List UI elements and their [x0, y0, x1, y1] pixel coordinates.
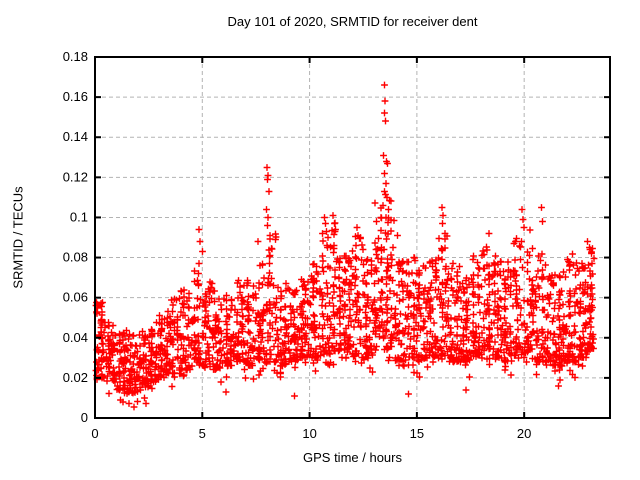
y-tick-label: 0.04: [63, 330, 88, 345]
x-tick-label: 10: [302, 426, 316, 441]
y-tick-label: 0.06: [63, 290, 88, 305]
y-tick-label: 0.18: [63, 49, 88, 64]
x-tick-label: 0: [91, 426, 98, 441]
scatter-points: [92, 81, 598, 411]
y-tick-label: 0.16: [63, 89, 88, 104]
x-tick-label: 5: [199, 426, 206, 441]
x-axis-label: GPS time / hours: [303, 450, 402, 465]
x-tick-label: 20: [517, 426, 531, 441]
y-tick-label: 0.14: [63, 129, 88, 144]
y-tick-label: 0.08: [63, 250, 88, 265]
y-tick-label: 0.1: [70, 209, 88, 224]
x-tick-label: 15: [410, 426, 424, 441]
y-tick-label: 0: [81, 410, 88, 425]
plot-frame: [94, 56, 611, 419]
y-tick-label: 0.12: [63, 169, 88, 184]
chart-title: Day 101 of 2020, SRMTID for receiver den…: [227, 14, 478, 29]
y-tick-label: 0.02: [63, 370, 88, 385]
